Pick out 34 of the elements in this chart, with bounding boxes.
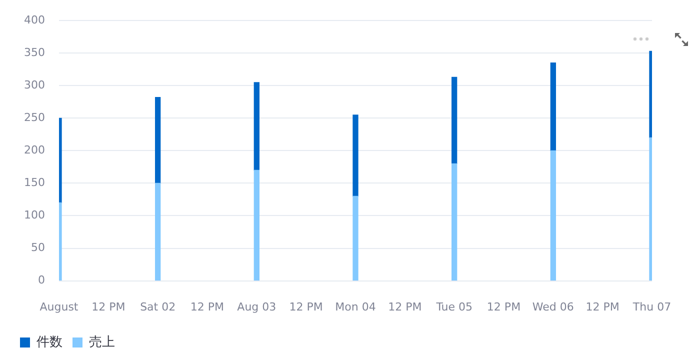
x-tick-label: Mon 04 [335, 300, 376, 314]
x-tick-label: Aug 03 [237, 300, 276, 314]
x-tick-label: 12 PM [190, 300, 224, 314]
x-tick-label: Wed 06 [532, 300, 574, 314]
bar [452, 163, 458, 281]
bar [254, 82, 260, 171]
x-tick-label: August [40, 300, 79, 314]
y-tick-label: 150 [24, 176, 45, 190]
x-tick-label: 12 PM [92, 300, 126, 314]
x-tick-label: Sat 02 [140, 300, 176, 314]
y-tick-label: 350 [24, 46, 45, 59]
y-tick-label: 400 [24, 13, 45, 26]
x-tick-label: 12 PM [289, 300, 323, 314]
bar [452, 76, 458, 164]
y-tick-label: 50 [30, 241, 45, 254]
y-tick-label: 0 [38, 274, 45, 287]
legend-label: 件数 [36, 334, 62, 350]
x-tick-label: Tue 05 [435, 300, 472, 314]
bar [352, 114, 358, 197]
bar [352, 196, 358, 281]
bar [254, 170, 260, 281]
y-tick-label: 250 [24, 111, 45, 124]
bar [155, 97, 161, 184]
x-tick-label: Thu 07 [632, 300, 672, 314]
bar [155, 182, 161, 281]
y-tick-label: 200 [24, 144, 45, 157]
x-tick-label: 12 PM [486, 300, 521, 314]
x-tick-label: 12 PM [586, 300, 620, 314]
y-tick-label: 100 [24, 208, 45, 222]
x-tick-label: 12 PM [388, 300, 422, 314]
y-tick-label: 300 [24, 78, 45, 92]
legend-label: 売上 [89, 334, 115, 350]
bar [550, 150, 556, 281]
bar [550, 62, 556, 152]
